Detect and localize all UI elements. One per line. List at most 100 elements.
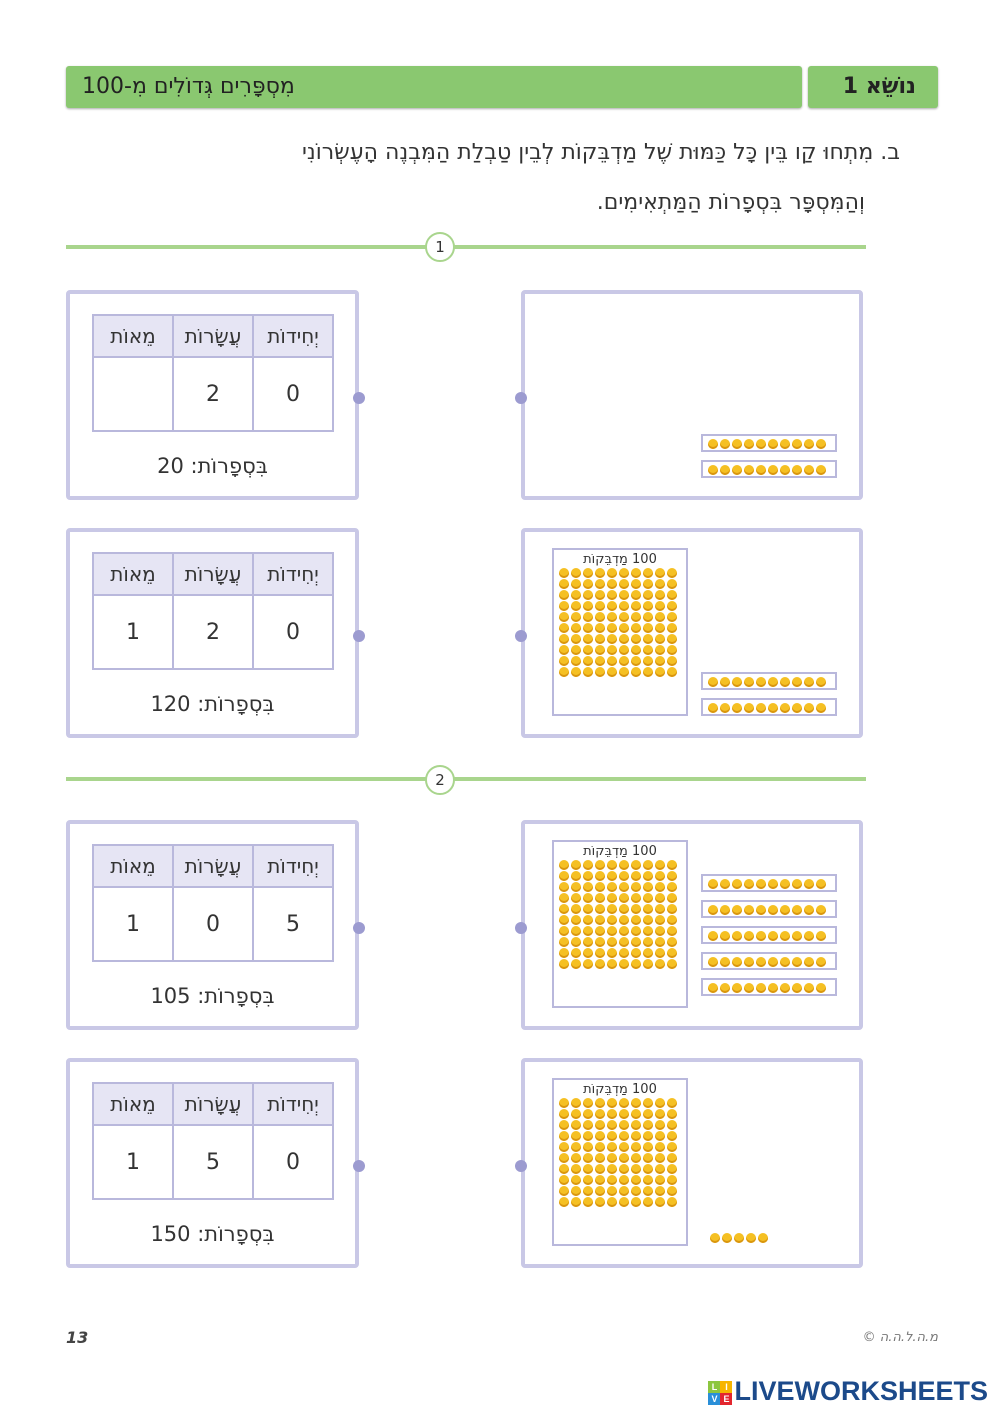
connect-dot[interactable] [515,630,527,642]
sticker [571,892,581,903]
header-hundreds: מֵאוֹת [92,552,174,596]
sticker [607,644,617,655]
title-bar: מִסְפָּרִים גְּדוֹלִים מִ-100 [66,66,802,108]
sticker [667,1141,677,1152]
sticker [667,1119,677,1130]
sticker [607,958,617,969]
sticker [607,611,617,622]
sticker [607,655,617,666]
sticker [607,578,617,589]
sticker [607,1097,617,1108]
sticker [804,702,814,713]
sticker [655,578,665,589]
sticker [655,859,665,870]
sticker [667,589,677,600]
sticker [583,1108,593,1119]
sticker [631,925,641,936]
section-number-1: 1 [425,232,455,262]
sticker [571,578,581,589]
sticker [732,464,742,475]
grid-label: 100 מַדְבֵּקוֹת [583,1082,657,1097]
sticker [631,655,641,666]
sticker [571,1196,581,1207]
sticker [667,1174,677,1185]
sticker [619,914,629,925]
sticker [559,578,569,589]
connect-dot[interactable] [515,922,527,934]
sticker [667,903,677,914]
sticker [595,958,605,969]
sticker [720,702,730,713]
sticker [643,1196,653,1207]
sticker [595,644,605,655]
sticker [595,870,605,881]
sticker [583,947,593,958]
connect-dot[interactable] [353,630,365,642]
sticker [583,870,593,881]
sticker [667,1097,677,1108]
sticker [631,644,641,655]
sticker [655,611,665,622]
sticker [619,644,629,655]
sticker [720,464,730,475]
sticker [756,878,766,889]
sticker [792,676,802,687]
sticker [571,666,581,677]
sticker [780,438,790,449]
sticker [732,676,742,687]
connect-dot[interactable] [353,392,365,404]
sticker [583,1141,593,1152]
sticker [667,1196,677,1207]
sticker [720,878,730,889]
sticker [619,589,629,600]
sticker [619,633,629,644]
sticker [643,881,653,892]
sticker [583,1163,593,1174]
connect-dot[interactable] [515,1160,527,1172]
sticker [595,914,605,925]
sticker [559,1108,569,1119]
sticker [595,1174,605,1185]
sticker [756,464,766,475]
sticker [756,702,766,713]
sticker [631,936,641,947]
sticker [744,676,754,687]
sticker [804,878,814,889]
sticker [583,958,593,969]
ten-sticker-strip [701,672,837,690]
sticker [607,1108,617,1119]
sticker [708,676,718,687]
sticker [780,982,790,993]
sticker [571,633,581,644]
sticker [768,438,778,449]
connect-dot[interactable] [353,922,365,934]
sticker [571,1141,581,1152]
sticker [667,892,677,903]
sticker [595,1130,605,1141]
tens-cell: 2 [172,356,254,432]
sticker [607,936,617,947]
sticker [655,1119,665,1130]
connect-dot[interactable] [515,392,527,404]
tens-cell: 5 [172,1124,254,1200]
sticker [619,666,629,677]
sticker [571,870,581,881]
sticker [595,892,605,903]
sticker [595,1108,605,1119]
sticker [643,1119,653,1130]
sticker [619,600,629,611]
sticker [571,655,581,666]
sticker [816,878,826,889]
sticker [595,881,605,892]
sticker [643,578,653,589]
sticker [667,600,677,611]
sticker [607,1196,617,1207]
connect-dot[interactable] [353,1160,365,1172]
sticker [571,914,581,925]
sticker [631,1163,641,1174]
sticker [734,1232,744,1243]
sticker-card: 100 מַדְבֵּקוֹת [515,820,863,1030]
sticker [619,1097,629,1108]
